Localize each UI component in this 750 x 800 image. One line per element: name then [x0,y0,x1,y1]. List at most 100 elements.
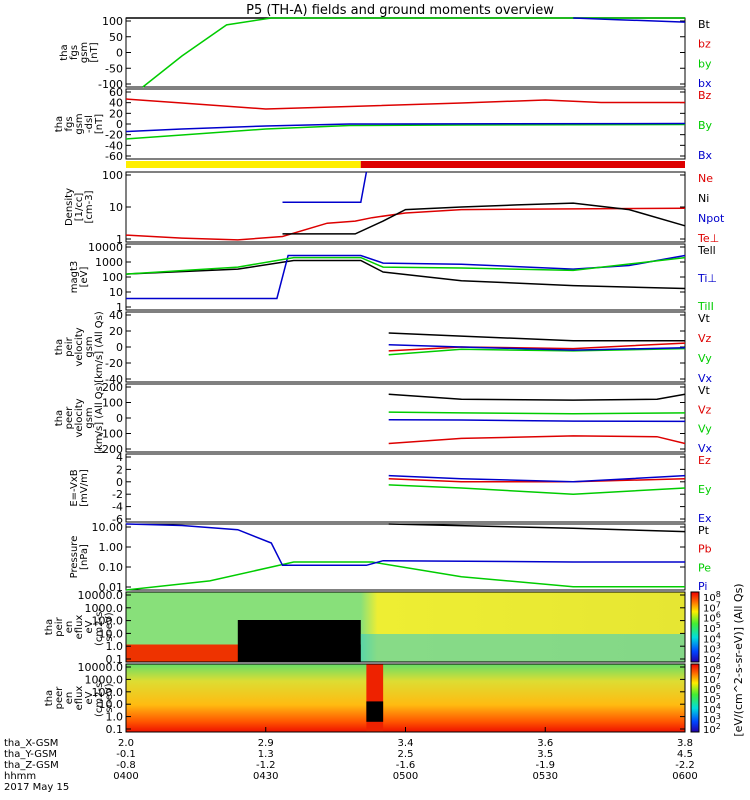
y-tick-label: 0.10 [99,561,124,574]
series-line-Npot [282,171,368,204]
panel-fgs_gsm_a: 100 50 0 -50 -100 tha fgs gsm [nT] Bt bz by bx [59,15,712,91]
orbit-row-value: -1.2 [256,760,276,771]
series-line-by [142,17,685,88]
series-line-TeII [125,259,686,290]
panel-peer_velocity: 200 100 0 -100 -200 tha peer velocity gsm [km/s] … [54,381,713,456]
orbit-row-value: 0500 [393,771,418,782]
orbit-row-value: -1.6 [396,760,416,771]
y-axis-label: (cm2-s- [94,679,105,717]
y-tick-label: 1.0 [106,640,124,653]
colorbar-tick-label: 107 [703,672,721,686]
y-axis-label: tha [44,619,55,635]
colorbar-tick-label: 102 [703,722,721,736]
y-axis-label: gsm [74,113,85,134]
colorbar-tick-label: 106 [703,682,721,696]
orbit-row-value: 2.9 [258,738,274,749]
series-line-Pe [125,561,685,591]
y-axis-label: [cm-3] [84,190,95,223]
legend-entry: Ey [698,483,712,496]
series-line-Pi [125,523,685,567]
y-tick-label: 1000.0 [85,673,124,686]
y-tick-label: -50 [105,62,123,75]
y-tick-label: 10.0 [99,698,124,711]
colorbar-tick-label: 108 [703,590,721,604]
legend-entry: Vz [698,332,712,345]
y-tick-label: 1.0 [106,711,124,724]
legend-entry: Tell [697,244,716,257]
orbit-row-label: tha_Y-GSM [4,749,57,760]
y-tick-label: -20 [105,357,123,370]
y-axis-label: sr-eV) [104,683,115,712]
orbit-row-value: 0530 [533,771,558,782]
y-axis-label: eflux [74,615,85,640]
y-tick-label: 0 [116,341,123,354]
y-tick-label: 10 [109,201,123,214]
legend-entry: Ti⊥ [697,272,717,285]
y-axis-label: [nT] [94,114,105,134]
colorbar-tick-label: 103 [703,712,721,726]
orbit-row-value: 1.3 [258,749,274,760]
colorbar-tick-label: 108 [703,662,721,676]
orbit-row-value: 4.5 [677,749,693,760]
colorbar-tick-label: 106 [703,611,721,625]
y-axis-label: [nT] [89,42,100,62]
legend-entry: Ex [698,512,712,525]
y-tick-label: 10 [109,286,123,299]
y-tick-label: 100 [102,271,123,284]
y-tick-label: 0.1 [106,723,124,736]
panel-efield: 420-2-4-6 E=-VxB [mV/m] Ez Ey Ex [69,451,712,526]
colorbar-tick-label: 105 [703,621,721,635]
colorbar [690,663,700,733]
series-line-Pt [388,523,686,533]
orbit-row-value: 3.8 [677,738,693,749]
y-axis-label: tha [44,690,55,706]
y-tick-label: -4 [112,501,123,514]
y-tick-label: 50 [109,31,123,44]
legend-entry: By [698,119,713,132]
orbit-row-value: -0.1 [116,749,136,760]
orbit-row-value: 0600 [672,771,697,782]
y-tick-label: -2 [112,488,123,501]
legend-entry: bz [698,38,711,51]
series-line-Ne [125,207,686,241]
series-line-Vx [388,343,686,351]
legend-entry: Ez [698,454,711,467]
colorbar-tick-label: 102 [703,652,721,666]
orbit-row-value: 3.6 [537,738,553,749]
series-line-Vy [388,347,686,356]
y-tick-label: 200 [102,381,123,394]
orbit-row-value: -2.2 [675,760,695,771]
y-axis-label: fgs [64,116,75,131]
y-tick-label: 10.00 [92,521,124,534]
orbit-row-value: 3.5 [537,749,553,760]
colorbar-tick-label: 105 [703,692,721,706]
y-tick-label: 100 [102,397,123,410]
y-tick-label: 1.00 [99,541,124,554]
legend-entry: Vt [698,312,711,325]
legend-entry: bx [698,77,712,90]
series-line-Vt [388,332,685,342]
y-axis-label: gsm [84,336,95,357]
series-line-Vy [388,411,686,415]
panel-pressure: 10.00 1.00 0.10 0.01 Pressure [nPa] Pt Pb Pe Pi [69,521,712,594]
series-line-Vt [388,393,686,401]
series-line-By [125,123,686,140]
panel-frame [125,453,686,523]
y-tick-label: 10.0 [99,627,124,640]
y-axis-label: fgs [69,45,80,60]
y-axis-label: Density [64,188,75,226]
legend-entry: Ne [698,172,713,185]
y-axis-label: velocity [74,398,85,437]
y-axis-label: [1/cc] [74,193,85,222]
y-axis-label: tha [54,116,65,132]
legend-entry: Vz [698,403,712,416]
series-line-Ex [388,474,686,483]
y-tick-label: 100 [102,169,123,182]
y-tick-label: 1000.0 [85,602,124,615]
y-tick-label: 100 [102,15,123,28]
y-axis-label: gsm [84,407,95,428]
series-line-TiII [125,256,686,275]
legend-entry: Bz [698,89,712,102]
legend-entry: Bt [698,18,711,31]
